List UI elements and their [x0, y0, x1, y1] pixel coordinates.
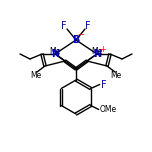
Text: F: F: [101, 79, 107, 90]
Text: Me: Me: [110, 71, 122, 79]
Text: OMe: OMe: [99, 105, 116, 114]
Text: Me: Me: [30, 71, 42, 79]
Text: B: B: [72, 35, 80, 45]
Text: Me: Me: [49, 47, 61, 57]
Text: F: F: [85, 21, 91, 31]
Text: N: N: [51, 49, 59, 59]
Text: F: F: [61, 21, 67, 31]
Text: N: N: [93, 49, 101, 59]
Text: −: −: [78, 31, 85, 40]
Text: Me: Me: [91, 47, 103, 57]
Text: +: +: [100, 45, 106, 54]
